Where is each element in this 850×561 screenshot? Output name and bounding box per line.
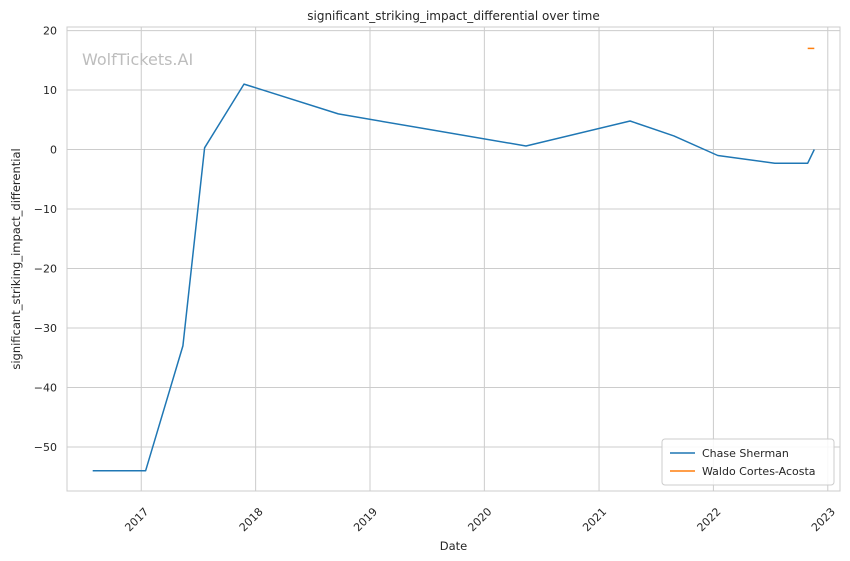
y-tick-label: 10 xyxy=(43,84,57,97)
y-tick-label: 20 xyxy=(43,25,57,38)
x-tick-label: 2020 xyxy=(465,505,494,534)
y-gridlines xyxy=(67,30,840,448)
chart-title: significant_striking_impact_differential… xyxy=(307,9,599,23)
legend-box xyxy=(661,438,835,486)
y-tick-label: 0 xyxy=(50,144,57,157)
x-tick-label: 2021 xyxy=(580,505,609,534)
plot-area xyxy=(66,26,841,492)
x-tick-label: 2023 xyxy=(809,505,838,534)
x-axis-label: Date xyxy=(440,539,468,553)
x-gridlines xyxy=(140,27,829,491)
watermark: WolfTickets.AI xyxy=(82,50,193,69)
legend: Chase Sherman Waldo Cortes-Acosta xyxy=(661,438,835,486)
x-tick-labels: 2017 2018 2019 2020 2021 2022 2023 xyxy=(122,505,838,534)
series-line-chase-sherman xyxy=(92,83,815,472)
x-tick-label: 2018 xyxy=(237,505,266,534)
y-tick-label: −10 xyxy=(34,203,57,216)
y-tick-label: −50 xyxy=(34,441,57,454)
series-layer xyxy=(92,47,815,472)
y-tick-label: −20 xyxy=(34,263,57,276)
legend-label-waldo-cortes-acosta: Waldo Cortes-Acosta xyxy=(702,465,816,478)
legend-label-chase-sherman: Chase Sherman xyxy=(702,447,789,460)
y-tick-label: −30 xyxy=(34,322,57,335)
x-tick-label: 2017 xyxy=(122,505,151,534)
y-axis-label: significant_striking_impact_differential xyxy=(9,148,23,369)
y-tick-label: −40 xyxy=(34,381,57,394)
x-tick-label: 2019 xyxy=(351,505,380,534)
y-tick-labels: 20 10 0 −10 −20 −30 −40 −50 xyxy=(34,25,57,454)
x-tick-label: 2022 xyxy=(695,505,724,534)
